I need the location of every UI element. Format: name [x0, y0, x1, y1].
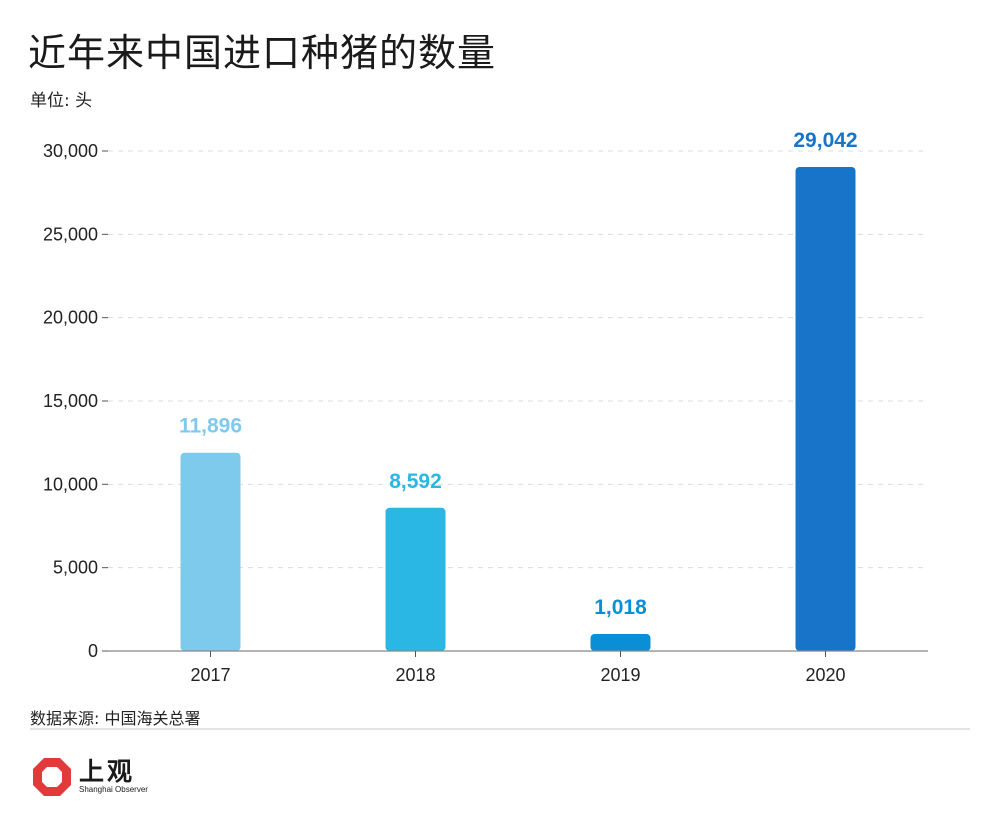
y-tick-label: 0: [88, 641, 98, 661]
value-label-2017: 11,896: [179, 415, 242, 438]
bar-2020[interactable]: [795, 166, 856, 651]
data-source: 数据来源: 中国海关总署: [30, 709, 201, 728]
unit-label: 单位: 头: [30, 91, 93, 111]
value-label-2018: 8,592: [389, 470, 442, 493]
x-tick-label: 2018: [395, 665, 435, 685]
value-label-2020: 29,042: [793, 129, 857, 152]
footer-divider: [30, 728, 970, 730]
logo-mark-icon: [33, 758, 71, 796]
y-tick-label: 10,000: [43, 474, 98, 494]
y-axis: 0 5,000 10,000 15,000 20,000 25,000 30,000: [43, 141, 108, 661]
x-tick-label: 2019: [600, 665, 640, 685]
y-tick-label: 20,000: [43, 308, 98, 328]
y-tick-label: 15,000: [43, 391, 98, 411]
y-tick-label: 5,000: [53, 558, 98, 578]
bars: [180, 166, 856, 651]
gridlines: [108, 150, 928, 569]
bar-2019[interactable]: [590, 634, 651, 651]
value-labels: 11,896 8,592 1,018 29,042: [179, 129, 858, 619]
logo-subtext: Shanghai Observer: [79, 785, 148, 794]
bar-2017[interactable]: [180, 452, 241, 651]
value-label-2019: 1,018: [594, 596, 647, 619]
x-tick-label: 2020: [805, 665, 845, 685]
logo-text: 上观: [79, 757, 136, 786]
y-tick-label: 25,000: [43, 224, 98, 244]
shanghai-observer-logo[interactable]: 上观 Shanghai Observer: [32, 752, 182, 802]
x-axis: 2017 2018 2019 2020: [108, 650, 928, 685]
bar-2018[interactable]: [385, 507, 446, 651]
x-tick-label: 2017: [190, 665, 230, 685]
chart-title: 近年来中国进口种猪的数量: [28, 31, 497, 75]
y-tick-label: 30,000: [43, 141, 98, 161]
bar-chart: 0 5,000 10,000 15,000 20,000 25,000 30,000 201…: [43, 129, 928, 685]
